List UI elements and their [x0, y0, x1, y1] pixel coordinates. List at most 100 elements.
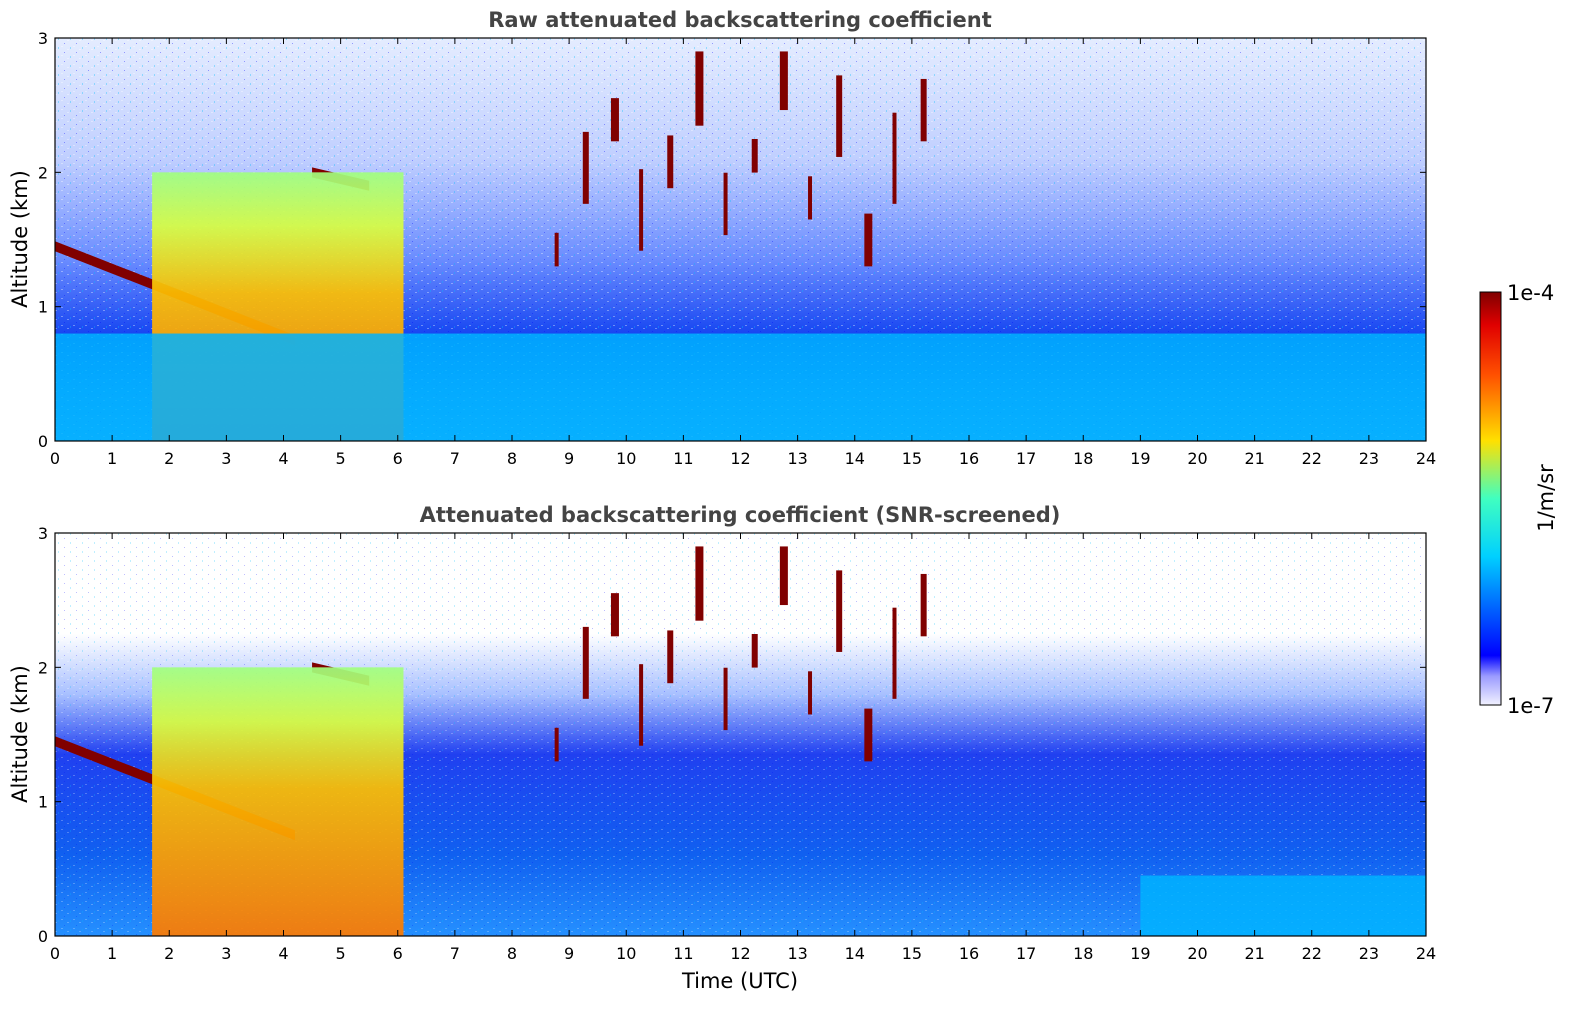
colorbar: 1e-4 1e-7 1/m/sr — [1479, 281, 1558, 718]
y-tick-label: 2 — [38, 163, 48, 182]
x-tick-label: 9 — [564, 944, 574, 963]
x-tick-label: 8 — [507, 449, 517, 468]
feature-cirrus-streak — [892, 112, 897, 204]
x-tick-label: 23 — [1359, 944, 1379, 963]
feature-cirrus-streak — [808, 671, 813, 715]
x-tick-label: 6 — [393, 944, 403, 963]
feature-cirrus-streak — [723, 172, 728, 236]
x-tick-label: 21 — [1244, 944, 1264, 963]
x-tick-label: 11 — [673, 449, 693, 468]
heatmap-features — [55, 546, 1426, 936]
feature-boundary-layer — [1140, 875, 1426, 936]
x-tick-label: 6 — [393, 449, 403, 468]
x-tick-label: 1 — [107, 944, 117, 963]
snr-screened-panel: Attenuated backscattering coefficient (S… — [8, 503, 1436, 993]
x-tick-label: 17 — [1016, 449, 1036, 468]
panel-title: Attenuated backscattering coefficient (S… — [420, 503, 1061, 527]
x-tick-label: 20 — [1187, 449, 1207, 468]
feature-cirrus-streak — [892, 607, 897, 699]
y-tick-label: 1 — [38, 298, 48, 317]
y-axis-label: Altitude (km) — [8, 665, 32, 803]
y-axis-label: Altitude (km) — [8, 170, 32, 308]
panel-title: Raw attenuated backscattering coefficien… — [488, 8, 992, 32]
x-tick-label: 9 — [564, 449, 574, 468]
feature-cirrus-streak — [610, 98, 619, 142]
y-tick-label: 3 — [38, 524, 48, 543]
heatmap-image — [55, 38, 1426, 441]
feature-cirrus-streak — [667, 630, 674, 684]
y-tick-label: 0 — [38, 432, 48, 451]
y-tick-label: 0 — [38, 927, 48, 946]
feature-cirrus-streak — [582, 626, 589, 699]
x-tick-label: 2 — [164, 449, 174, 468]
x-tick-label: 0 — [50, 449, 60, 468]
x-tick-label: 14 — [845, 449, 865, 468]
feature-cirrus-streak — [667, 135, 674, 189]
feature-cirrus-streak — [920, 78, 927, 142]
x-tick-label: 8 — [507, 944, 517, 963]
raw-backscatter-panel: Raw attenuated backscattering coefficien… — [8, 8, 1436, 468]
x-tick-label: 10 — [616, 449, 636, 468]
x-tick-label: 13 — [787, 944, 807, 963]
x-tick-label: 15 — [902, 449, 922, 468]
x-tick-label: 22 — [1302, 449, 1322, 468]
x-tick-label: 16 — [959, 449, 979, 468]
feature-high-backscatter — [152, 667, 404, 936]
feature-cirrus-streak — [723, 667, 728, 731]
x-tick-label: 11 — [673, 944, 693, 963]
x-tick-label: 19 — [1130, 944, 1150, 963]
x-tick-label: 3 — [221, 449, 231, 468]
x-tick-label: 1 — [107, 449, 117, 468]
feature-cirrus-streak — [920, 573, 927, 637]
colorbar-unit-label: 1/m/sr — [1534, 464, 1558, 532]
y-tick-label: 3 — [38, 29, 48, 48]
x-tick-label: 0 — [50, 944, 60, 963]
feature-cirrus-streak — [836, 75, 843, 157]
x-tick-label: 17 — [1016, 944, 1036, 963]
x-tick-label: 18 — [1073, 449, 1093, 468]
feature-cirrus-streak — [639, 169, 644, 251]
x-tick-label: 12 — [730, 944, 750, 963]
colorbar-min-label: 1e-7 — [1507, 694, 1554, 718]
feature-cirrus-streak — [864, 708, 873, 762]
x-tick-label: 10 — [616, 944, 636, 963]
x-tick-label: 7 — [450, 944, 460, 963]
colorbar-gradient — [1479, 291, 1502, 706]
feature-cirrus-streak — [610, 593, 619, 637]
x-tick-label: 22 — [1302, 944, 1322, 963]
y-tick-label: 1 — [38, 793, 48, 812]
feature-cirrus-streak — [779, 51, 788, 111]
x-tick-label: 24 — [1416, 944, 1436, 963]
x-tick-label: 15 — [902, 944, 922, 963]
y-axis: 0 1 2 3 — [38, 29, 1426, 451]
x-tick-label: 16 — [959, 944, 979, 963]
feature-cirrus-streak — [554, 232, 559, 267]
x-tick-label: 5 — [336, 944, 346, 963]
x-tick-label: 5 — [336, 449, 346, 468]
feature-cirrus-streak — [582, 131, 589, 204]
x-axis: 0 1 2 3 4 5 6 7 8 9 10 11 12 13 14 15 16 17 18 19 20 21 22 23 24 — [50, 533, 1436, 963]
x-tick-label: 20 — [1187, 944, 1207, 963]
x-tick-label: 21 — [1244, 449, 1264, 468]
feature-cirrus-streak — [808, 176, 813, 220]
x-tick-label: 2 — [164, 944, 174, 963]
colorbar-max-label: 1e-4 — [1507, 281, 1554, 305]
feature-cirrus-streak — [836, 570, 843, 652]
y-tick-label: 2 — [38, 658, 48, 677]
x-tick-label: 7 — [450, 449, 460, 468]
x-tick-label: 18 — [1073, 944, 1093, 963]
x-axis-label: Time (UTC) — [681, 969, 798, 993]
feature-cirrus-streak — [751, 633, 758, 668]
feature-cirrus-streak — [554, 727, 559, 762]
x-tick-label: 13 — [787, 449, 807, 468]
heatmap-features — [55, 51, 1426, 441]
feature-cirrus-streak — [751, 138, 758, 173]
x-tick-label: 4 — [278, 944, 288, 963]
heatmap-image — [55, 533, 1426, 936]
x-tick-label: 4 — [278, 449, 288, 468]
x-tick-label: 14 — [845, 944, 865, 963]
feature-cirrus-streak — [639, 664, 644, 746]
feature-cirrus-streak — [864, 213, 873, 267]
x-tick-label: 23 — [1359, 449, 1379, 468]
